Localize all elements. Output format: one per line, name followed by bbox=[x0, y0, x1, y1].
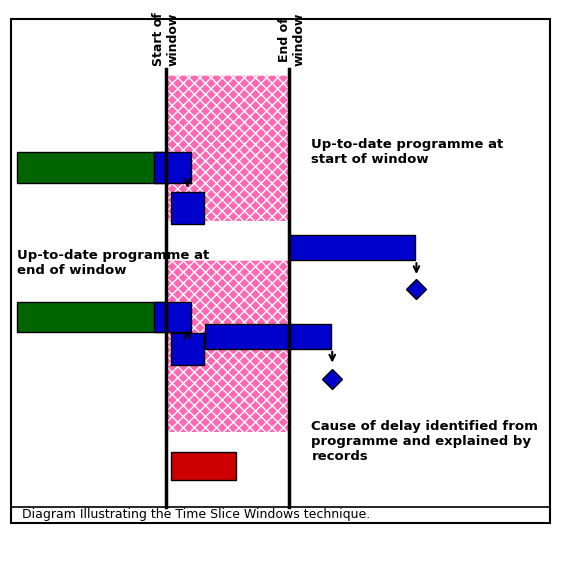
Bar bbox=[166, 260, 289, 432]
Bar bbox=[171, 192, 204, 224]
Bar bbox=[171, 333, 204, 365]
Text: Up-to-date programme at
start of window: Up-to-date programme at start of window bbox=[312, 138, 504, 166]
Bar bbox=[166, 260, 289, 432]
Text: Diagram Illustrating the Time Slice Windows technique.: Diagram Illustrating the Time Slice Wind… bbox=[22, 509, 371, 522]
Text: Up-to-date programme at
end of window: Up-to-date programme at end of window bbox=[17, 249, 209, 277]
Text: End of
window: End of window bbox=[278, 13, 306, 66]
Bar bbox=[154, 152, 191, 183]
Bar bbox=[17, 302, 166, 332]
Bar bbox=[171, 452, 236, 480]
Bar bbox=[166, 75, 289, 221]
Bar bbox=[289, 235, 415, 260]
Text: Cause of delay identified from
programme and explained by
records: Cause of delay identified from programme… bbox=[312, 420, 539, 463]
Bar bbox=[154, 302, 191, 332]
Bar bbox=[166, 75, 289, 221]
Bar bbox=[205, 324, 331, 349]
Text: Start of
window: Start of window bbox=[152, 13, 179, 66]
Bar bbox=[17, 152, 166, 183]
